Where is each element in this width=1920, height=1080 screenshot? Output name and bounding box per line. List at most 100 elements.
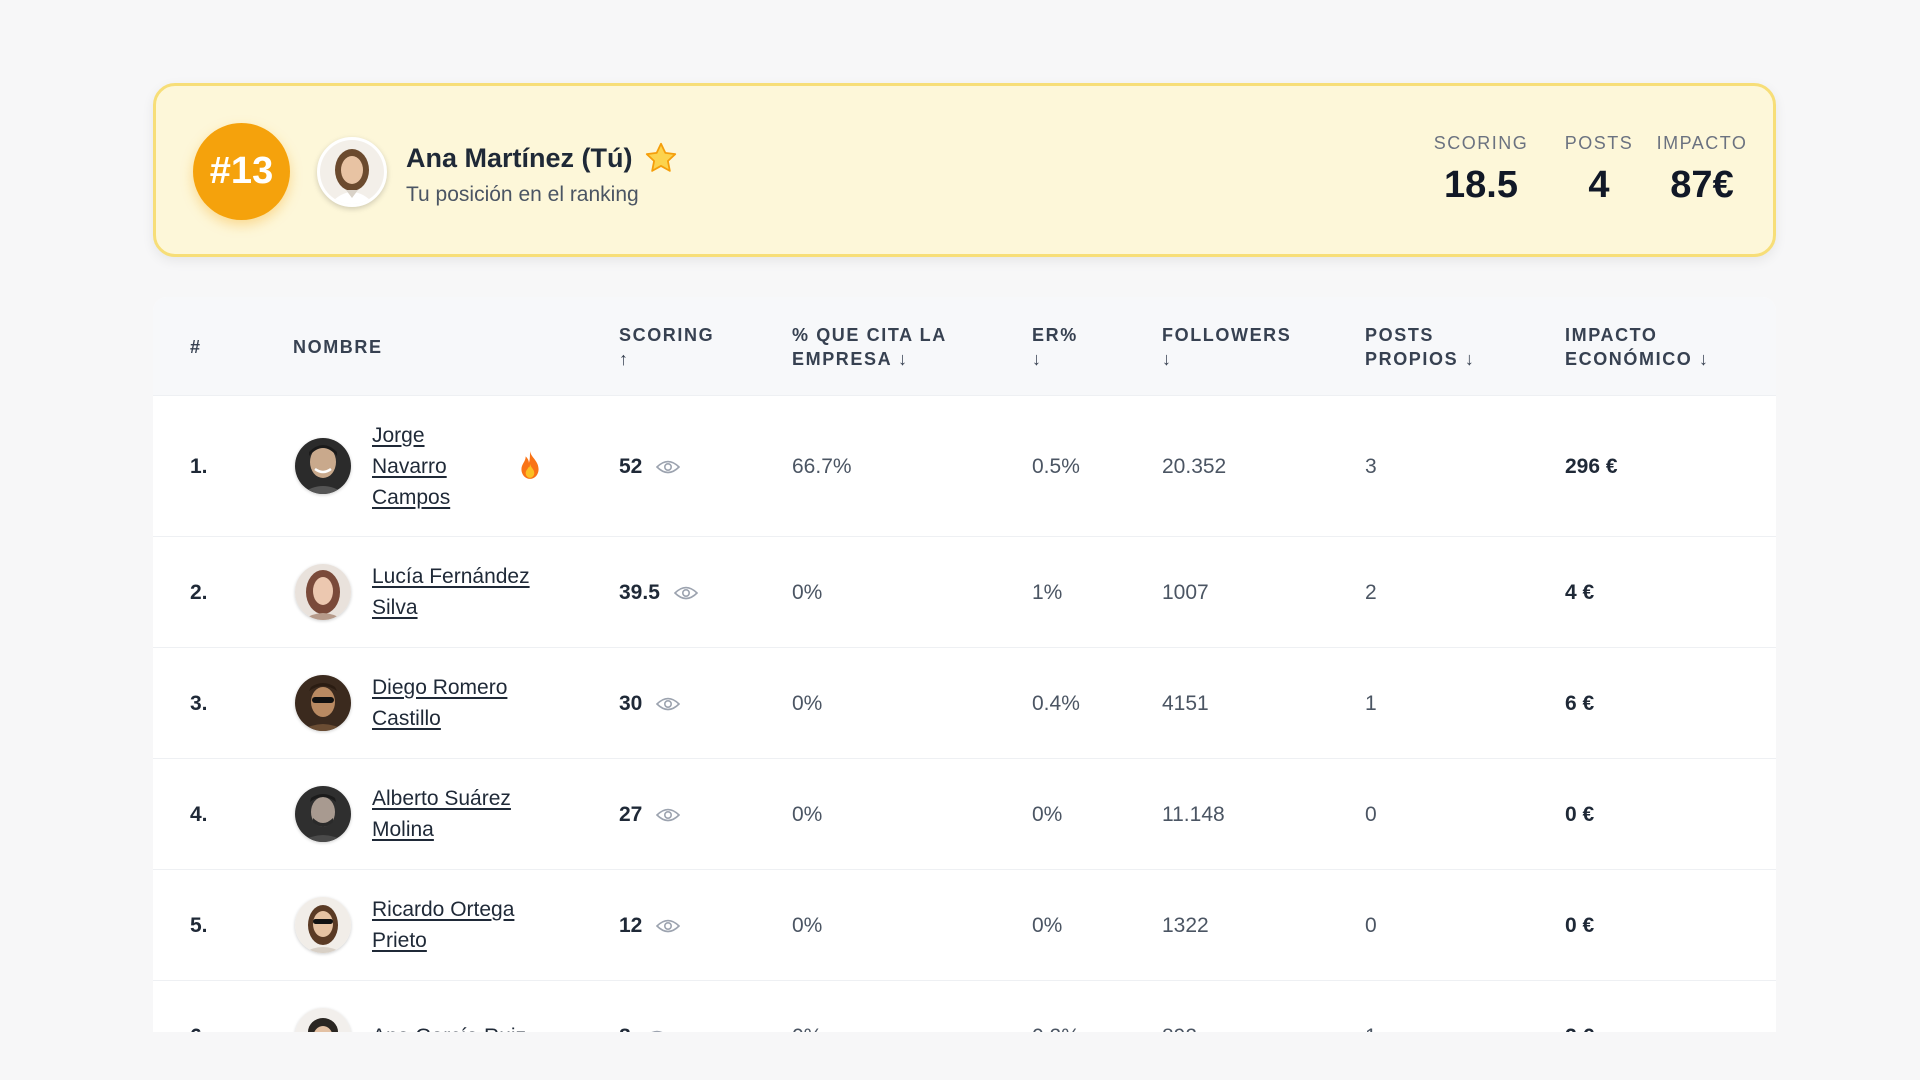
followers-cell: 892	[1162, 981, 1197, 1033]
posts-cell: 1	[1365, 691, 1377, 715]
followers-cell: 4151	[1162, 691, 1209, 715]
my-name: Ana Martínez (Tú)	[406, 140, 679, 176]
cita-cell: 0%	[792, 691, 823, 715]
header-posts-propios[interactable]: POSTS PROPIOS ↓	[1365, 323, 1475, 371]
posts-cell: 2	[1365, 580, 1377, 604]
posts-cell: 1	[1365, 981, 1377, 1033]
name-line: Campos	[372, 486, 451, 509]
header-scoring-line2: ↑	[619, 349, 630, 369]
avatar[interactable]	[295, 897, 351, 953]
scoring-cell: 39.5	[619, 537, 698, 648]
row-rank: 3.	[190, 691, 208, 715]
stat-label: IMPACTO	[1656, 133, 1748, 153]
avatar[interactable]	[295, 564, 351, 620]
table-row[interactable]: 3. Diego Romero Castillo 30 0% 0.4% 4151…	[153, 647, 1776, 758]
stat-value: 87€	[1670, 164, 1734, 206]
name-line: Ricardo Ortega	[372, 898, 515, 921]
eye-icon[interactable]	[656, 807, 681, 823]
fire-icon	[521, 451, 539, 479]
impacto-cell: 0 €	[1565, 913, 1595, 937]
cita-cell: 0%	[792, 802, 823, 826]
header-cita-empresa[interactable]: % QUE CITA LA EMPRESA ↓	[792, 323, 947, 371]
impacto-cell: 2 €	[1565, 981, 1594, 1033]
name-line: Alberto Suárez	[372, 787, 511, 810]
header-scoring[interactable]: SCORING ↑	[619, 323, 714, 371]
name-link[interactable]: Diego Romero Castillo	[372, 672, 542, 734]
scoring-value: 52	[619, 454, 643, 478]
header-impacto-line2: ECONÓMICO ↓	[1565, 349, 1710, 369]
my-rank-badge: #13	[193, 123, 290, 220]
scoring-value: 30	[619, 691, 643, 715]
eye-icon[interactable]	[645, 1029, 669, 1033]
header-cita-line1: % QUE CITA LA	[792, 325, 947, 345]
posts-cell: 0	[1365, 913, 1377, 937]
row-rank: 2.	[190, 580, 208, 604]
scoring-cell: 12	[619, 870, 681, 981]
my-stat-impacto: IMPACTO 87€	[1646, 133, 1758, 207]
my-avatar	[317, 137, 387, 207]
name-line: Navarro	[372, 455, 447, 478]
table-row[interactable]: 4. Alberto Suárez Molina 27 0% 0% 11.148…	[153, 758, 1776, 869]
scoring-value: 27	[619, 802, 643, 826]
my-ranking-card: #13 Ana Martínez (Tú) Tu posición en el …	[153, 83, 1776, 257]
name-line: Castillo	[372, 707, 441, 730]
header-posts-line2: PROPIOS ↓	[1365, 349, 1476, 369]
cita-cell: 0%	[792, 580, 823, 604]
row-rank: 1.	[190, 454, 208, 478]
table-row[interactable]: 5. Ricardo Ortega Prieto 12 0% 0% 1322 0…	[153, 869, 1776, 980]
table-row[interactable]: 2. Lucía Fernández Silva 39.5 0% 1% 1007…	[153, 536, 1776, 647]
avatar[interactable]	[295, 438, 351, 494]
name-line: Prieto	[372, 929, 427, 952]
eye-icon[interactable]	[673, 585, 698, 601]
scoring-cell: 30	[619, 648, 681, 759]
header-impacto[interactable]: IMPACTO ECONÓMICO ↓	[1565, 323, 1710, 371]
avatar[interactable]	[295, 675, 351, 731]
avatar[interactable]	[295, 786, 351, 842]
header-followers-line2: ↓	[1162, 349, 1173, 369]
eye-icon[interactable]	[656, 696, 681, 712]
posts-cell: 3	[1365, 454, 1377, 478]
er-cell: 0.4%	[1032, 691, 1080, 715]
stat-label: SCORING	[1433, 133, 1529, 153]
stat-value: 4	[1588, 164, 1610, 206]
er-cell: 1%	[1032, 580, 1063, 604]
followers-cell: 11.148	[1162, 802, 1225, 826]
header-er[interactable]: ER% ↓	[1032, 323, 1078, 371]
impacto-cell: 296 €	[1565, 454, 1618, 478]
header-rank[interactable]: #	[190, 337, 202, 357]
scoring-cell: 52	[619, 396, 681, 537]
stat-label: POSTS	[1564, 133, 1634, 153]
scoring-cell: 8	[619, 981, 669, 1032]
scoring-value: 8	[619, 1025, 631, 1033]
header-impacto-line1: IMPACTO	[1565, 325, 1658, 345]
my-ranking-subtitle: Tu posición en el ranking	[406, 183, 639, 206]
table-row[interactable]: 6. Ana García Ruiz 8 0% 0.2% 892 1 2 €	[153, 980, 1776, 1032]
my-stat-posts: POSTS 4	[1554, 133, 1644, 207]
name-link[interactable]: Alberto Suárez Molina	[372, 783, 542, 845]
avatar[interactable]	[295, 1008, 351, 1032]
name-link[interactable]: Lucía Fernández Silva	[372, 561, 542, 623]
name-link[interactable]: Ana García Ruiz	[372, 1021, 542, 1032]
name-line: Silva	[372, 596, 418, 619]
name-line: Molina	[372, 818, 434, 841]
header-followers-line1: FOLLOWERS	[1162, 325, 1292, 345]
impacto-cell: 0 €	[1565, 802, 1595, 826]
table-header: # NOMBRE SCORING ↑ % QUE CITA LA EMPRESA…	[153, 297, 1776, 395]
table-row[interactable]: 1. Jorge Navarro Campos 52 66.7% 0.5% 20…	[153, 395, 1776, 536]
my-name-text: Ana Martínez (Tú)	[406, 142, 633, 173]
eye-icon[interactable]	[656, 459, 681, 475]
header-name[interactable]: NOMBRE	[293, 337, 383, 357]
cita-cell: 0%	[792, 913, 823, 937]
er-cell: 0%	[1032, 802, 1063, 826]
er-cell: 0.5%	[1032, 454, 1080, 478]
header-followers[interactable]: FOLLOWERS ↓	[1162, 323, 1291, 371]
name-line: Jorge	[372, 424, 425, 447]
name-link[interactable]: Ricardo Ortega Prieto	[372, 894, 542, 956]
cita-cell: 0%	[792, 981, 822, 1033]
header-scoring-line1: SCORING	[619, 325, 715, 345]
eye-icon[interactable]	[656, 918, 681, 934]
er-cell: 0.2%	[1032, 981, 1080, 1033]
name-line: Lucía Fernández	[372, 565, 530, 588]
name-link[interactable]: Jorge Navarro Campos	[372, 420, 542, 513]
scoring-value: 12	[619, 913, 643, 937]
